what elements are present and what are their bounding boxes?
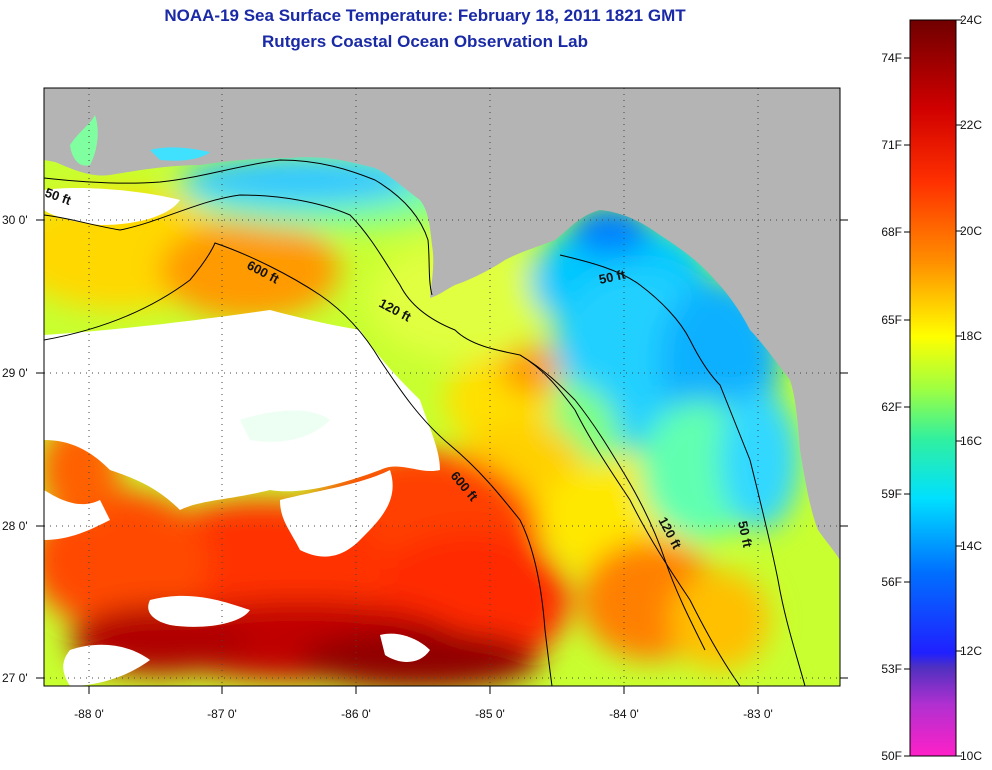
colorbar-gradient: [909, 19, 957, 757]
colorbar-celsius-label: 14C: [960, 539, 982, 553]
colorbar-fahrenheit-label: 62F: [881, 400, 902, 414]
colorbar-fahrenheit-label: 53F: [881, 662, 902, 676]
bathymetry-contours: [44, 159, 806, 686]
lon-label: -86 0': [341, 707, 371, 721]
map-body: 50 ft 600 ft 120 ft 50 ft 600 ft 120 ft …: [44, 88, 840, 686]
colorbar-fahrenheit-label: 68F: [881, 225, 902, 239]
colorbar-celsius-label: 18C: [960, 329, 982, 343]
lat-label: 29 0': [2, 366, 28, 380]
land-mass: [44, 88, 840, 560]
lat-label: 30 0': [2, 213, 28, 227]
bay-water: [70, 115, 98, 166]
contour-label-50ft-east: 50 ft: [735, 520, 755, 550]
colorbar-celsius-label: 16C: [960, 434, 982, 448]
colorbar-fahrenheit-label: 71F: [881, 138, 902, 152]
lon-label: -83 0': [743, 707, 773, 721]
colorbar-fahrenheit-label: 59F: [881, 487, 902, 501]
graticule: [44, 88, 840, 686]
colorbar-fahrenheit-label: 56F: [881, 575, 902, 589]
contour-120ft-west: [44, 194, 741, 686]
lon-label: -85 0': [475, 707, 505, 721]
contour-50ft-west: [44, 159, 433, 296]
colorbar-fahrenheit-label: 65F: [881, 313, 902, 327]
lat-label: 27 0': [2, 671, 28, 685]
contour-label-50ft-north: 50 ft: [598, 267, 628, 287]
colorbar-celsius-label: 22C: [960, 118, 982, 132]
lat-label: 28 0': [2, 519, 28, 533]
colorbar-fahrenheit-label: 50F: [881, 749, 902, 763]
colorbar: 24C 22C 20C 18C 16C 14C 12C 10C 74F 71F …: [881, 13, 982, 763]
contour-50ft-east: [559, 254, 806, 686]
map-subtitle: Rutgers Coastal Ocean Observation Lab: [262, 32, 588, 51]
colorbar-celsius-label: 24C: [960, 13, 982, 27]
map-frame: [43, 87, 841, 687]
map-title: NOAA-19 Sea Surface Temperature: Februar…: [164, 6, 686, 25]
contour-120ft-east: [519, 354, 706, 651]
lon-label: -84 0': [609, 707, 639, 721]
colorbar-celsius-label: 12C: [960, 644, 982, 658]
axis-ticks: [36, 219, 848, 694]
lon-label: -88 0': [74, 707, 104, 721]
lon-label: -87 0': [207, 707, 237, 721]
colorbar-fahrenheit-label: 74F: [881, 51, 902, 65]
cloud-cover: [44, 188, 440, 686]
contour-600ft: [44, 242, 553, 686]
colorbar-celsius-label: 20C: [960, 224, 982, 238]
colorbar-celsius-label: 10C: [960, 749, 982, 763]
bay-water: [150, 147, 210, 161]
